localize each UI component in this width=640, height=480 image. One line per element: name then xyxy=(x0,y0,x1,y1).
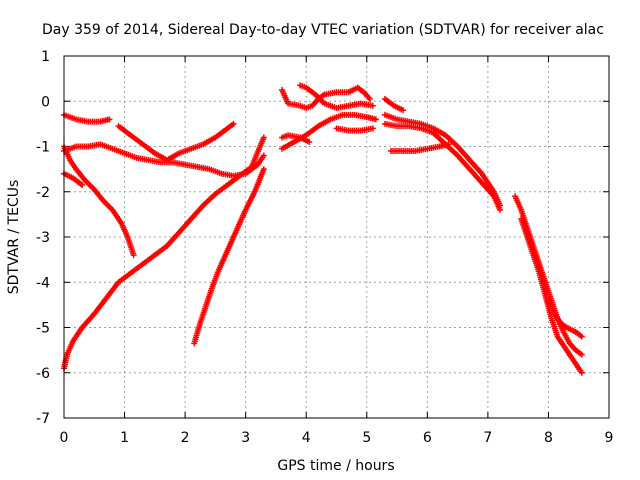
x-tick-label: 9 xyxy=(605,430,614,446)
series-arc-15 xyxy=(381,95,407,114)
data-point xyxy=(306,138,313,145)
data-point xyxy=(372,116,379,123)
series-arc-19 xyxy=(545,297,585,340)
data-point xyxy=(400,107,407,114)
series-arc-7 xyxy=(191,166,267,347)
y-tick-label: -1 xyxy=(36,140,50,156)
x-tick-label: 7 xyxy=(483,430,492,446)
series-arc-11 xyxy=(297,82,376,112)
series-arc-9 xyxy=(279,111,379,152)
x-tick-labels: 0 1 2 3 4 5 6 7 8 9 xyxy=(60,430,614,446)
series-arc-12 xyxy=(333,125,376,134)
data-point xyxy=(578,369,585,376)
y-tick-label: -5 xyxy=(36,321,50,337)
y-tick-label: 0 xyxy=(41,94,50,110)
data-point xyxy=(106,116,113,123)
x-tick-label: 2 xyxy=(181,430,190,446)
y-tick-label: -4 xyxy=(36,275,50,291)
data-point xyxy=(366,95,373,102)
x-tick-label: 6 xyxy=(423,430,432,446)
y-tick-label: -7 xyxy=(36,411,50,427)
series-arc-3 xyxy=(61,143,137,259)
data-point xyxy=(497,206,503,213)
data-point xyxy=(260,134,267,141)
x-axis-label: GPS time / hours xyxy=(277,458,394,474)
x-tick-label: 1 xyxy=(120,430,129,446)
x-tick-label: 4 xyxy=(302,430,311,446)
data-point xyxy=(260,166,267,173)
y-tick-labels: 1 0 -1 -2 -3 -4 -5 -6 -7 xyxy=(36,49,50,427)
series-arc-13 xyxy=(381,111,503,209)
grid xyxy=(64,56,609,418)
x-tick-label: 8 xyxy=(544,430,553,446)
series-arc-16 xyxy=(388,141,452,155)
series-arc-8 xyxy=(279,84,373,112)
series-arc-5 xyxy=(115,120,237,164)
data-point xyxy=(578,333,585,340)
series-arc-10 xyxy=(279,132,313,145)
data-point xyxy=(369,102,376,109)
chart-title: Day 359 of 2014, Sidereal Day-to-day VTE… xyxy=(42,22,604,38)
data-point xyxy=(260,152,267,159)
y-tick-label: -6 xyxy=(36,366,50,382)
data-point xyxy=(369,125,376,132)
plot-frame xyxy=(63,55,610,419)
data-point xyxy=(230,120,237,127)
data-point xyxy=(578,351,585,358)
y-tick-label: -3 xyxy=(36,230,50,246)
y-tick-label: 1 xyxy=(41,49,50,65)
x-tick-label: 0 xyxy=(60,430,69,446)
series-arc-6 xyxy=(61,134,267,372)
x-tick-label: 5 xyxy=(362,430,371,446)
data-point xyxy=(130,252,137,259)
x-tick-label: 3 xyxy=(241,430,250,446)
y-axis-label: SDTVAR / TECUs xyxy=(6,180,22,295)
series-arc-14 xyxy=(381,120,503,213)
series-arc-18 xyxy=(518,215,585,376)
data-point xyxy=(79,181,86,188)
y-tick-label: -2 xyxy=(36,185,50,201)
series-arc-1 xyxy=(61,111,113,125)
data-point xyxy=(445,141,452,148)
data-markers xyxy=(61,82,585,376)
